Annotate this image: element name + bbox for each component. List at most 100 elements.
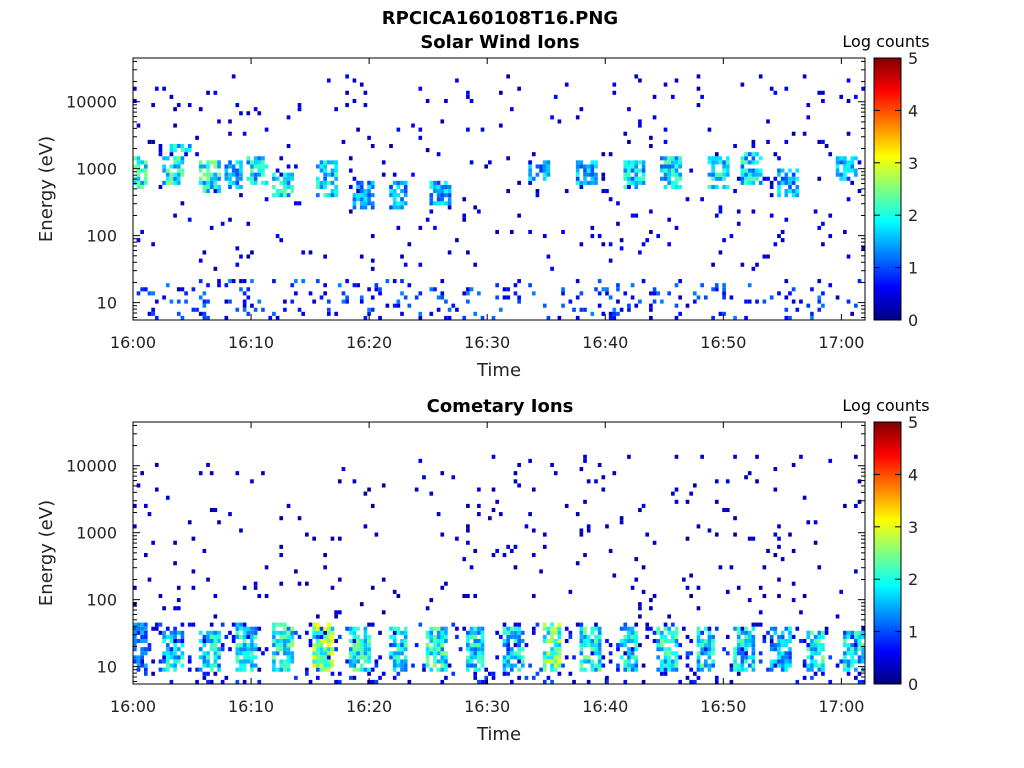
spectrogram-cell <box>136 626 141 631</box>
spectrogram-cell <box>744 659 748 664</box>
spectrogram-cell <box>370 622 375 627</box>
spectrogram-cell <box>850 164 855 169</box>
spectrogram-cell <box>740 626 745 631</box>
spectrogram-cell <box>542 634 547 639</box>
spectrogram-cell <box>484 679 489 684</box>
spectrogram-cell <box>334 172 338 177</box>
spectrogram-cell <box>180 634 185 639</box>
spectrogram-cell <box>473 638 478 644</box>
spectrogram-cell <box>206 630 210 635</box>
spectrogram-cell <box>608 258 613 263</box>
x-tick-label: 16:20 <box>346 697 392 716</box>
spectrogram-cell <box>217 663 221 668</box>
spectrogram-cell <box>275 315 280 320</box>
spectrogram-cell <box>590 638 595 644</box>
spectrogram-cell <box>466 94 470 99</box>
spectrogram-cell <box>272 172 276 177</box>
spectrogram-cell <box>605 189 609 194</box>
spectrogram-cell <box>143 168 148 173</box>
spectrogram-cell <box>850 651 855 656</box>
spectrogram-cell <box>773 176 778 181</box>
spectrogram-cell <box>509 229 514 235</box>
spectrogram-cell <box>517 86 521 91</box>
spectrogram-cell <box>455 78 459 83</box>
spectrogram-cell <box>239 643 243 648</box>
spectrogram-cell <box>316 663 320 668</box>
spectrogram-cell <box>440 279 445 284</box>
spectrogram-cell <box>392 651 397 656</box>
spectrogram-cell <box>546 315 551 320</box>
spectrogram-cell <box>674 626 679 631</box>
spectrogram-cell <box>213 655 218 660</box>
spectrogram-cell <box>777 291 781 296</box>
spectrogram-cell <box>601 655 606 660</box>
spectrogram-cell <box>722 647 726 652</box>
spectrogram-cell <box>590 643 595 648</box>
spectrogram-cell <box>671 172 675 177</box>
spectrogram-cell <box>257 626 262 631</box>
spectrogram-cell <box>524 524 529 529</box>
spectrogram-cell <box>326 622 331 627</box>
spectrogram-cell <box>502 671 507 676</box>
spectrogram-cell <box>151 139 155 144</box>
spectrogram-cell <box>583 667 587 672</box>
spectrogram-cell <box>169 655 174 660</box>
spectrogram-cell <box>429 667 434 672</box>
spectrogram-cell <box>136 160 141 165</box>
spectrogram-cell <box>663 127 668 132</box>
spectrogram-cell <box>707 184 712 189</box>
spectrogram-cell <box>213 671 218 676</box>
spectrogram-cell <box>817 638 822 644</box>
spectrogram-cell <box>169 299 174 304</box>
spectrogram-cell <box>528 160 532 165</box>
spectrogram-cell <box>857 655 862 660</box>
spectrogram-cell <box>546 675 551 680</box>
spectrogram-cell <box>301 250 306 255</box>
spectrogram-cell <box>352 630 357 635</box>
spectrogram-cell <box>513 626 518 631</box>
spectrogram-cell <box>348 630 353 635</box>
spectrogram-cell <box>374 659 379 664</box>
spectrogram-cell <box>791 176 796 181</box>
spectrogram-cell <box>550 630 554 635</box>
spectrogram-cell <box>429 491 434 496</box>
spectrogram-cell <box>326 193 331 198</box>
spectrogram-cell <box>436 647 441 652</box>
spectrogram-cell <box>630 651 635 656</box>
spectrogram-cell <box>846 78 851 83</box>
spectrogram-cell <box>788 184 792 189</box>
spectrogram-cell <box>272 651 276 656</box>
spectrogram-cell <box>319 634 324 639</box>
spectrogram-cell <box>744 299 748 304</box>
spectrogram-cell <box>323 667 327 672</box>
spectrogram-cell <box>821 634 825 639</box>
spectrogram-cell <box>385 279 390 284</box>
spectrogram-cell <box>623 291 628 296</box>
spectrogram-cell <box>429 638 434 644</box>
colorbar-gradient-solar-wind <box>873 57 902 321</box>
spectrogram-cell <box>180 168 185 173</box>
spectrogram-cell <box>729 663 734 668</box>
spectrogram-cell <box>846 671 851 676</box>
spectrogram-cell <box>367 184 371 189</box>
spectrogram-cell <box>334 164 338 169</box>
spectrogram-cell <box>751 168 756 173</box>
spectrogram-cell <box>264 593 269 599</box>
spectrogram-cell <box>202 663 207 668</box>
spectrogram-cell <box>499 123 503 128</box>
spectrogram-cell <box>663 622 668 627</box>
spectrogram-cell <box>473 647 478 652</box>
spectrogram-cell <box>597 647 602 652</box>
spectrogram-cell <box>473 548 478 553</box>
spectrogram-cell <box>744 156 748 161</box>
spectrogram-cell <box>649 209 653 214</box>
spectrogram-cell <box>594 663 598 668</box>
spectrogram-cell <box>176 180 181 185</box>
spectrogram-cell <box>828 458 833 463</box>
spectrogram-cell <box>674 168 679 173</box>
spectrogram-cell <box>685 651 690 656</box>
colorbar-tick-label: 1 <box>908 259 918 278</box>
spectrogram-cell <box>348 659 353 664</box>
spectrogram-cell <box>403 659 408 664</box>
spectrogram-cell <box>436 184 441 189</box>
